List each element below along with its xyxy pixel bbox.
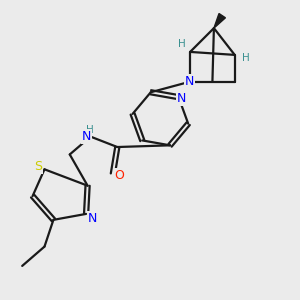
Text: N: N [185, 75, 194, 88]
Polygon shape [214, 14, 225, 28]
Text: S: S [34, 160, 42, 173]
Text: N: N [81, 130, 91, 143]
Text: O: O [114, 169, 124, 182]
Text: H: H [86, 125, 94, 135]
Text: H: H [242, 53, 250, 63]
Text: H: H [178, 40, 186, 50]
Text: N: N [177, 92, 186, 105]
Text: N: N [87, 212, 97, 225]
